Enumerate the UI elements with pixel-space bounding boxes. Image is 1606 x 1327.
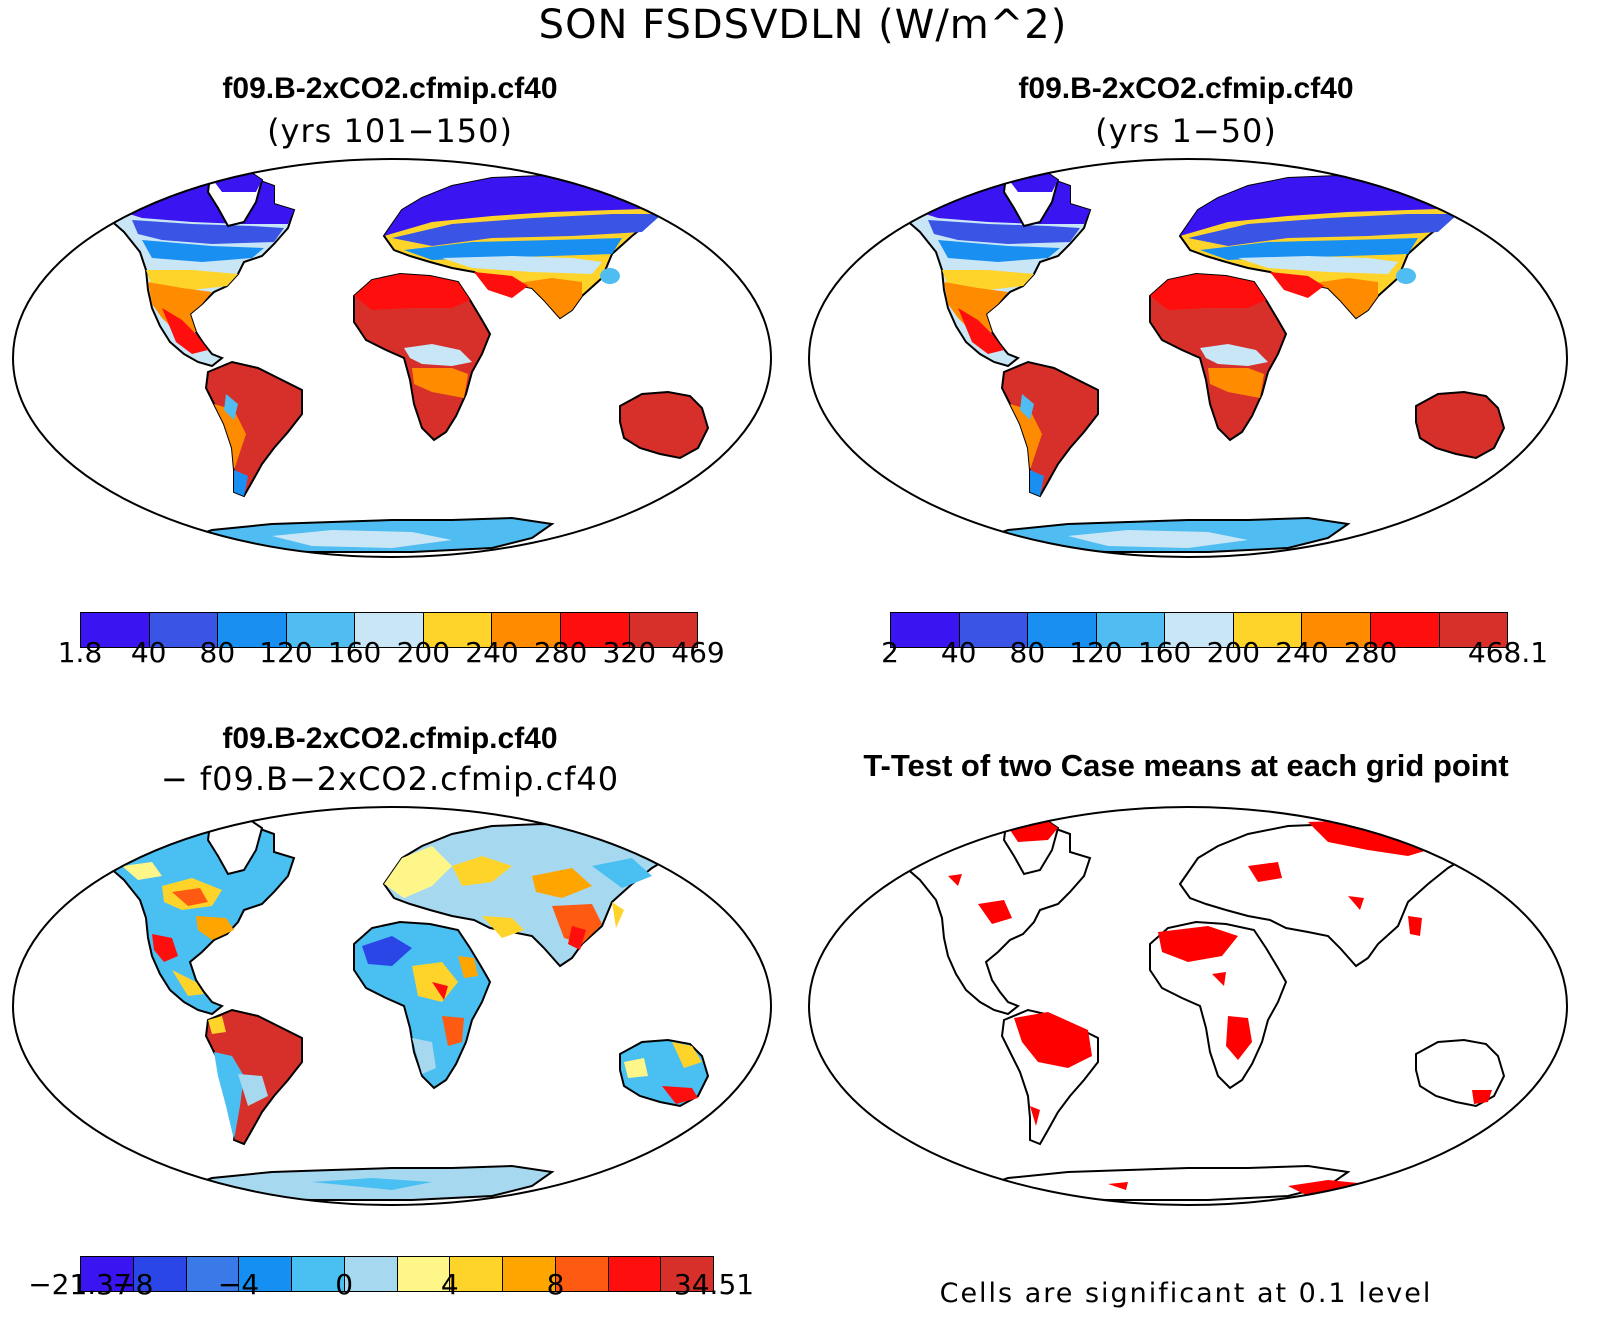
colorbar-top-right	[890, 612, 1508, 648]
panel-tr-case-title: f09.B-2xCO2.cfmip.cf40	[1018, 72, 1354, 105]
south-america	[1001, 361, 1099, 497]
map-panel-top-right	[808, 158, 1568, 558]
colorbar-label: 80	[1009, 636, 1046, 669]
colorbar-label: 160	[327, 636, 382, 669]
colorbar-swatch	[450, 1257, 503, 1291]
colorbar-label: 160	[1137, 636, 1192, 669]
map-boundary	[12, 806, 772, 1206]
colorbar-swatch	[560, 613, 630, 647]
colorbar-swatch	[629, 613, 698, 647]
colorbar-label: 469	[671, 636, 725, 669]
colorbar-swatch	[149, 613, 219, 647]
colorbar-label: 280	[1343, 636, 1398, 669]
significance-note: Cells are significant at 0.1 level	[939, 1278, 1433, 1309]
colorbar-swatch	[1302, 613, 1371, 647]
australia	[1415, 391, 1505, 459]
colorbar-label: 1.8	[57, 636, 103, 669]
colorbar-swatch	[344, 1257, 398, 1291]
map-boundary	[808, 806, 1568, 1206]
panel-br-title: T-Test of two Case means at each grid po…	[863, 748, 1509, 783]
africa	[1149, 273, 1287, 441]
map-panel-bottom-left	[12, 806, 772, 1206]
eurasia	[383, 823, 683, 967]
panel-bl-minus-case: − f09.B−2xCO2.cfmip.cf40	[160, 760, 620, 798]
colorbar-label: 40	[130, 636, 167, 669]
colorbar-label: −8	[112, 1268, 154, 1301]
colorbar-label: 320	[602, 636, 657, 669]
panel-tl-case-title: f09.B-2xCO2.cfmip.cf40	[222, 72, 558, 105]
colorbar-swatch	[1370, 613, 1440, 647]
colorbar-label: 80	[199, 636, 236, 669]
colorbar-swatch	[286, 613, 356, 647]
colorbar-label: 2	[881, 636, 899, 669]
colorbar-label: −21.37	[28, 1268, 132, 1301]
north-america	[103, 175, 295, 367]
colorbar-swatch	[1233, 613, 1303, 647]
panel-bl-case-title: f09.B-2xCO2.cfmip.cf40	[222, 722, 558, 755]
map-panel-bottom-right	[808, 806, 1568, 1206]
colorbar-label: −4	[217, 1268, 260, 1301]
panel-tl-period: (yrs 101−150)	[267, 112, 513, 150]
australia	[619, 391, 709, 459]
colorbar-swatch	[661, 1257, 713, 1291]
colorbar-label: 120	[259, 636, 313, 669]
north-america	[103, 823, 295, 1015]
map-boundary	[12, 158, 772, 558]
south-america	[205, 1009, 303, 1145]
colorbar-swatch	[1096, 613, 1166, 647]
map-boundary	[808, 158, 1568, 558]
colorbar-swatch	[218, 613, 287, 647]
colorbar-swatch	[355, 613, 424, 647]
colorbar-label: 200	[1206, 636, 1261, 669]
antarctica	[171, 1165, 553, 1201]
colorbar-swatch	[891, 613, 960, 647]
colorbar-label: 8	[546, 1268, 565, 1301]
africa	[353, 273, 491, 441]
panel-tr-period: (yrs 1−50)	[1095, 112, 1277, 150]
south-america	[1001, 1009, 1099, 1145]
colorbar-swatch	[555, 1257, 609, 1291]
north-america	[899, 175, 1091, 367]
colorbar-swatch	[133, 1257, 187, 1291]
colorbar-label: 4	[440, 1268, 459, 1301]
africa	[353, 921, 491, 1089]
australia	[1415, 1039, 1505, 1107]
colorbar-swatch	[292, 1257, 345, 1291]
colorbar-swatch	[503, 1257, 556, 1291]
map-panel-top-left	[12, 158, 772, 558]
colorbar-swatch	[81, 613, 150, 647]
colorbar-label: 468.1	[1467, 636, 1549, 669]
colorbar-label: 120	[1069, 636, 1123, 669]
north-america	[899, 823, 1091, 1015]
colorbar-swatch	[959, 613, 1029, 647]
colorbar-swatch	[1165, 613, 1234, 647]
colorbar-swatch	[608, 1257, 662, 1291]
colorbar-swatch	[1439, 613, 1508, 647]
colorbar-swatch	[81, 1257, 134, 1291]
colorbar-label: 34.51	[673, 1268, 755, 1301]
figure-title: SON FSDSVDLN (W/m^2)	[538, 2, 1068, 48]
colorbar-label: 240	[465, 636, 519, 669]
colorbar-label: 200	[396, 636, 451, 669]
colorbar-swatch	[492, 613, 561, 647]
colorbar-label: 40	[940, 636, 977, 669]
colorbar-swatch	[186, 1257, 240, 1291]
colorbar-bottom-left	[80, 1256, 714, 1292]
colorbar-top-left	[80, 612, 698, 648]
south-america	[205, 361, 303, 497]
colorbar-label: 280	[533, 636, 588, 669]
colorbar-label: 0	[335, 1268, 354, 1301]
colorbar-swatch	[239, 1257, 292, 1291]
australia	[619, 1039, 709, 1107]
colorbar-swatch	[397, 1257, 451, 1291]
africa	[1149, 921, 1287, 1089]
colorbar-swatch	[1028, 613, 1097, 647]
colorbar-swatch	[423, 613, 493, 647]
colorbar-label: 240	[1275, 636, 1329, 669]
